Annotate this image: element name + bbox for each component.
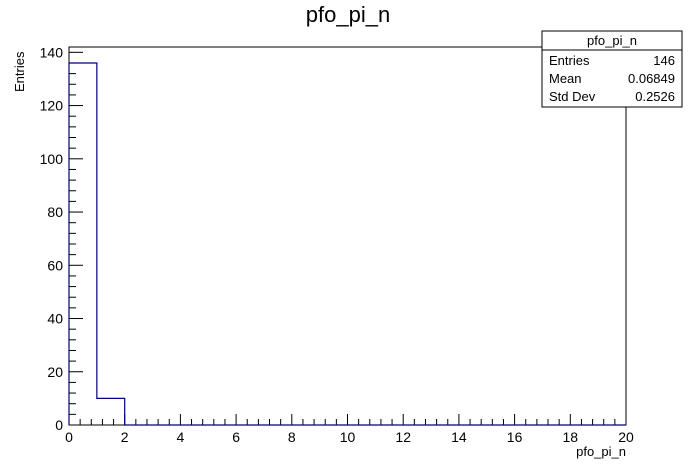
axis-ticks [68, 51, 627, 426]
x-tick-label: 14 [451, 429, 467, 445]
stats-entries-value: 146 [653, 53, 675, 68]
x-tick-label: 16 [507, 429, 523, 445]
histogram-series-line [68, 62, 626, 426]
stats-entries-label: Entries [549, 53, 590, 68]
y-tick-label: 60 [47, 257, 63, 273]
x-tick-label: 4 [177, 429, 185, 445]
x-tick-label: 0 [65, 429, 73, 445]
x-tick-label: 8 [288, 429, 296, 445]
x-tick-label: 6 [232, 429, 240, 445]
axis-tick-labels: 0 2 4 6 8 10 12 14 16 18 20 0 20 40 60 80 100 120 140 [40, 44, 634, 445]
x-axis-title: pfo_pi_n [576, 444, 626, 459]
x-tick-label: 2 [121, 429, 129, 445]
y-tick-label: 80 [47, 204, 63, 220]
stats-mean-value: 0.06849 [628, 71, 675, 86]
y-axis-title: Entries [12, 51, 27, 92]
y-tick-label: 100 [40, 151, 64, 167]
stats-box: pfo_pi_n Entries 146 Mean 0.06849 Std De… [541, 30, 683, 108]
x-tick-label: 10 [340, 429, 356, 445]
y-tick-label: 0 [55, 417, 63, 433]
y-tick-label: 120 [40, 98, 64, 114]
y-tick-label: 40 [47, 311, 63, 327]
stats-stddev-value: 0.2526 [635, 89, 675, 104]
chart-title: pfo_pi_n [306, 2, 390, 27]
x-tick-label: 20 [618, 429, 634, 445]
stats-mean-label: Mean [549, 71, 582, 86]
y-tick-label: 20 [47, 364, 63, 380]
x-tick-label: 12 [395, 429, 411, 445]
y-tick-label: 140 [40, 44, 64, 60]
stats-box-title: pfo_pi_n [587, 33, 637, 48]
stats-stddev-label: Std Dev [549, 89, 596, 104]
x-tick-label: 18 [563, 429, 579, 445]
stats-box-frame [541, 30, 683, 108]
